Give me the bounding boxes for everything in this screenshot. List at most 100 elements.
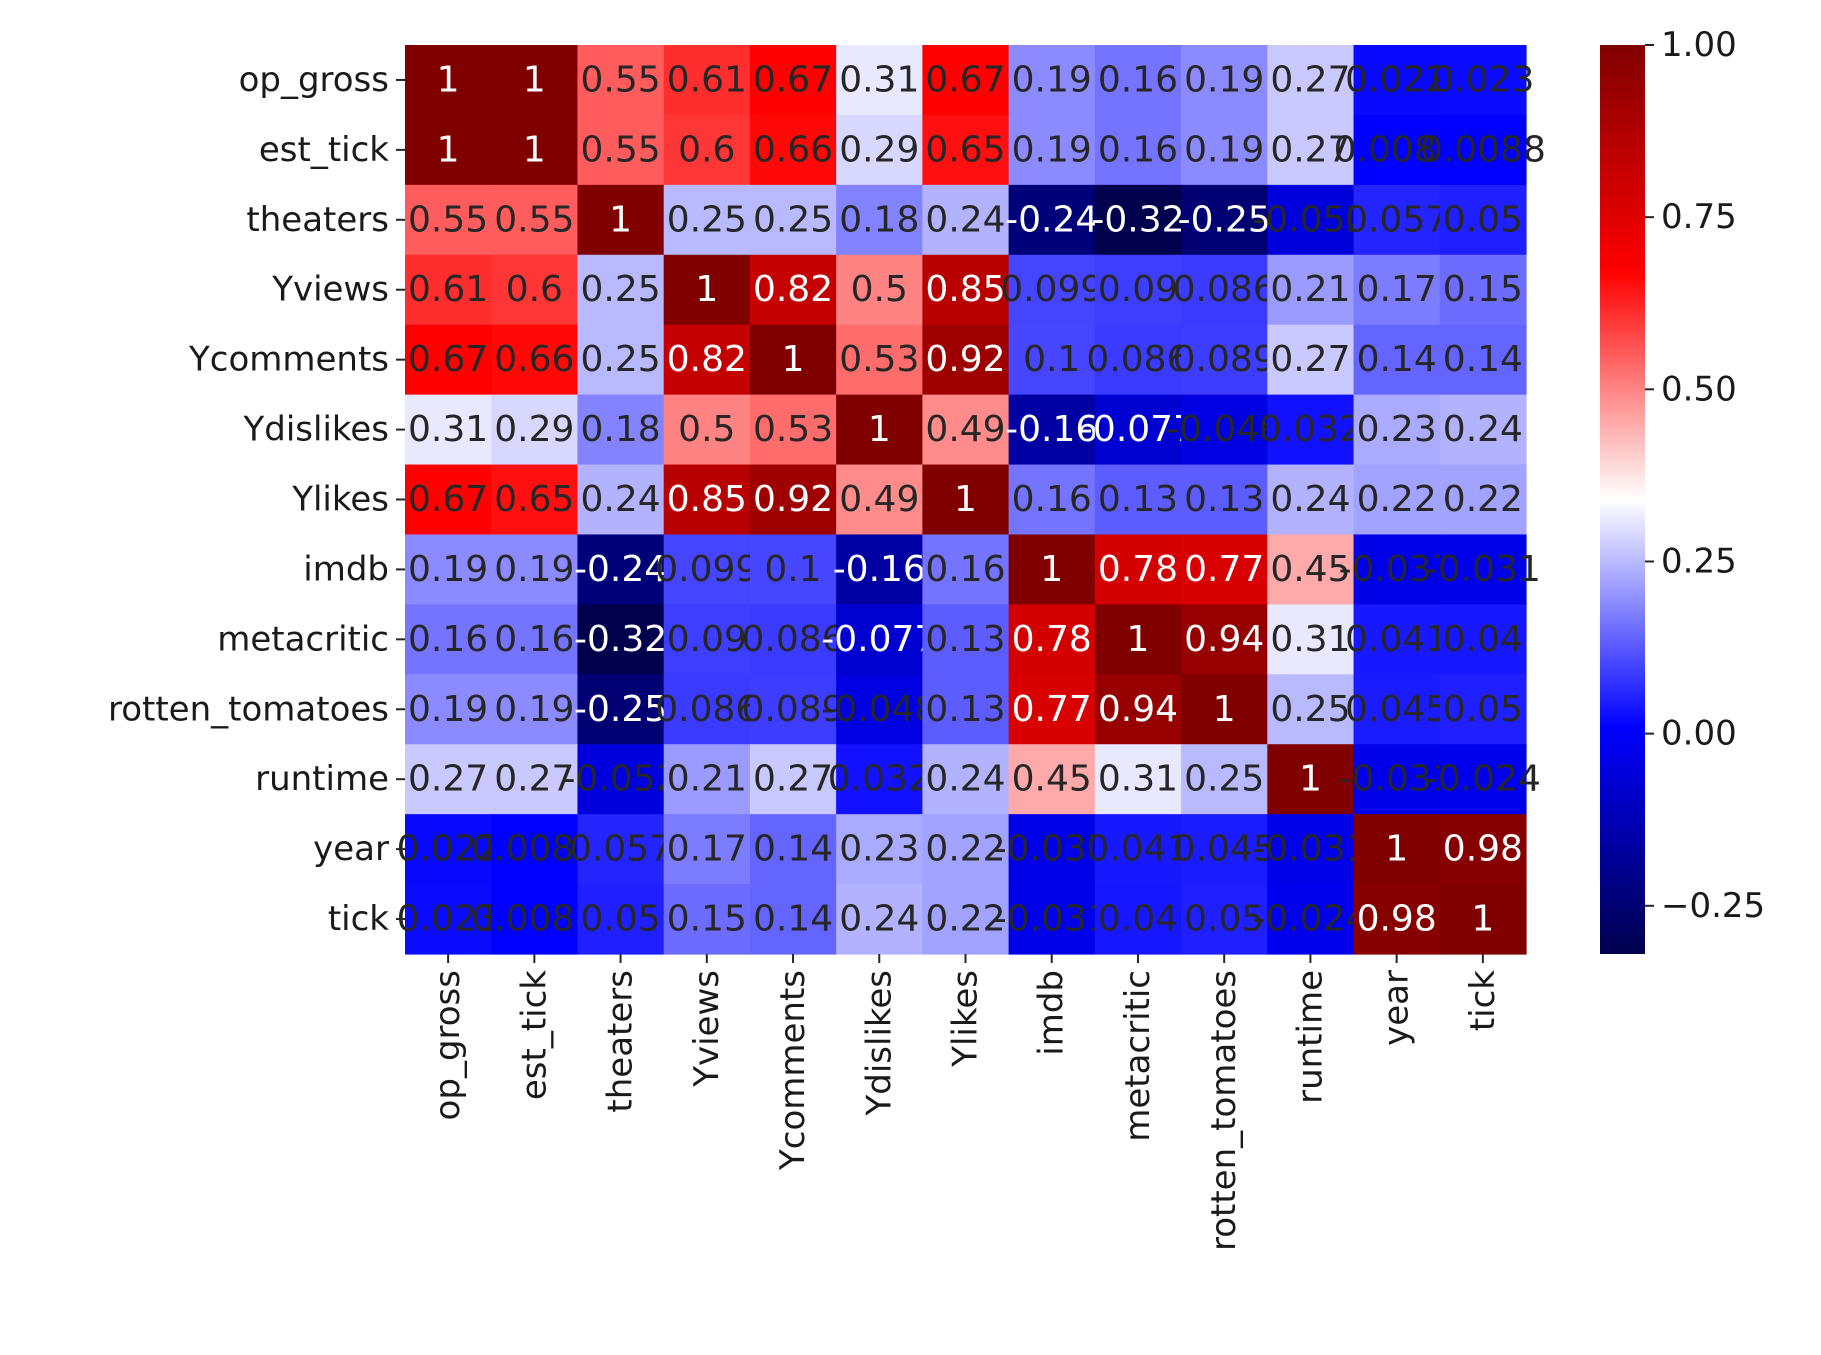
heatmap-cell bbox=[749, 114, 837, 186]
cell-annotation: 0.82 bbox=[753, 269, 833, 310]
heatmap-cell bbox=[749, 534, 837, 605]
cell-annotation: 0.022 bbox=[397, 829, 500, 870]
cell-annotation: 0.15 bbox=[1443, 269, 1523, 310]
heatmap-cell bbox=[922, 604, 1010, 675]
cell-annotation: -0.24 bbox=[1005, 199, 1098, 240]
cell-annotation: 0.023 bbox=[1431, 59, 1534, 100]
cell-annotation: 0.19 bbox=[408, 689, 488, 730]
cell-annotation: 0.25 bbox=[667, 199, 747, 240]
heatmap-cell bbox=[1181, 394, 1268, 466]
heatmap-cell bbox=[1008, 884, 1096, 955]
heatmap-cell bbox=[1267, 114, 1355, 186]
heatmap-cell bbox=[749, 324, 837, 396]
x-tick-label: imdb bbox=[1032, 970, 1072, 1056]
cell-annotation: 0.55 bbox=[581, 129, 661, 170]
cell-annotation: 0.24 bbox=[1270, 479, 1350, 520]
cell-annotation: -0.25 bbox=[574, 689, 667, 730]
heatmap-cell bbox=[1353, 744, 1441, 815]
heatmap-cell bbox=[749, 814, 837, 885]
cell-annotation: -0.031 bbox=[1339, 759, 1455, 800]
heatmap-cell bbox=[491, 604, 579, 675]
cell-annotation: 0.25 bbox=[1270, 689, 1350, 730]
x-tick-label: rotten_tomatoes bbox=[1204, 970, 1244, 1251]
cell-annotation: 0.21 bbox=[1270, 269, 1350, 310]
heatmap-cell bbox=[1181, 254, 1268, 326]
cell-annotation: 0.14 bbox=[753, 899, 833, 940]
heatmap-cell bbox=[577, 464, 665, 536]
heatmap-cell bbox=[577, 744, 665, 815]
cell-annotation: 0.22 bbox=[1443, 479, 1523, 520]
heatmap-cell bbox=[405, 674, 492, 745]
y-tick-label: Ydislikes bbox=[242, 410, 389, 450]
cell-annotation: 0.023 bbox=[397, 899, 500, 940]
heatmap-cell bbox=[663, 324, 751, 396]
heatmap-cell bbox=[1353, 114, 1441, 186]
cell-annotation: 1 bbox=[523, 129, 546, 170]
colorbar: −0.25 0.00 0.25 0.50 0.75 1.00 bbox=[1600, 25, 1765, 954]
heatmap-cell bbox=[491, 254, 579, 326]
heatmap-cell bbox=[1181, 744, 1268, 815]
cell-annotation: 0.086 bbox=[655, 689, 758, 730]
heatmap-cell bbox=[1094, 184, 1182, 256]
heatmap-cell bbox=[577, 674, 665, 745]
heatmap-cell bbox=[1181, 184, 1268, 256]
cell-annotation: 0.77 bbox=[1184, 549, 1264, 590]
cell-annotation: 0.94 bbox=[1184, 619, 1264, 660]
cell-annotation: 0.45 bbox=[1012, 759, 1092, 800]
cell-annotation: 0.05 bbox=[1184, 899, 1264, 940]
heatmap-cell bbox=[663, 814, 751, 885]
cell-annotation: -0.037 bbox=[994, 829, 1110, 870]
heatmap-cell bbox=[577, 45, 665, 116]
cell-annotation: -0.024 bbox=[1425, 759, 1541, 800]
cell-annotation: 0.92 bbox=[753, 479, 833, 520]
cell-annotation: -0.32 bbox=[1091, 199, 1184, 240]
cell-annotation: 0.19 bbox=[1012, 129, 1092, 170]
cell-annotation: 0.27 bbox=[1270, 129, 1350, 170]
cell-annotation: 0.041 bbox=[1086, 829, 1189, 870]
heatmap-cell bbox=[1353, 814, 1441, 885]
cell-annotation: 0.0088 bbox=[471, 829, 597, 870]
y-tick-label: est_tick bbox=[259, 130, 389, 170]
cell-annotation: 0.31 bbox=[839, 59, 919, 100]
heatmap-cell bbox=[836, 884, 923, 955]
heatmap-cell bbox=[577, 884, 665, 955]
cell-annotation: 0.24 bbox=[581, 479, 661, 520]
cell-annotation: -0.32 bbox=[574, 619, 667, 660]
heatmap-cell bbox=[1439, 45, 1527, 116]
heatmap-cell bbox=[577, 324, 665, 396]
heatmap-cell bbox=[1181, 324, 1268, 396]
x-tick-label: Ylikes bbox=[946, 970, 986, 1068]
heatmap-cell bbox=[491, 394, 579, 466]
heatmap-cell bbox=[836, 184, 923, 256]
cell-annotation: 0.24 bbox=[839, 899, 919, 940]
y-tick-label: Ylikes bbox=[291, 480, 389, 520]
cell-annotation: 0.67 bbox=[925, 59, 1005, 100]
cell-annotation: 0.85 bbox=[667, 479, 747, 520]
cell-annotation: 0.19 bbox=[1184, 129, 1264, 170]
heatmap-cell bbox=[1439, 814, 1527, 885]
heatmap-cell bbox=[663, 114, 751, 186]
cell-annotation: 0.55 bbox=[408, 199, 488, 240]
cell-annotation: 0.14 bbox=[1357, 339, 1437, 380]
cell-annotation: 0.04 bbox=[1443, 619, 1523, 660]
y-tick-label: Yviews bbox=[271, 270, 389, 310]
cell-annotation: 0.24 bbox=[925, 199, 1005, 240]
heatmap-cell bbox=[1267, 744, 1355, 815]
cell-annotation: 0.94 bbox=[1098, 689, 1178, 730]
heatmap-cell bbox=[1008, 324, 1096, 396]
cell-annotation: 0.16 bbox=[1098, 59, 1178, 100]
heatmap-cell bbox=[663, 254, 751, 326]
cell-annotation: -0.16 bbox=[833, 549, 926, 590]
heatmap-cell bbox=[1181, 814, 1268, 885]
heatmap-cell bbox=[1267, 184, 1355, 256]
cell-annotation: 0.099 bbox=[1000, 269, 1103, 310]
heatmap-cell bbox=[749, 744, 837, 815]
heatmap-cell bbox=[1181, 884, 1268, 955]
heatmap-cell bbox=[1094, 114, 1182, 186]
heatmap-cell bbox=[1094, 674, 1182, 745]
heatmap-cell bbox=[1267, 534, 1355, 605]
cell-annotation: 0.16 bbox=[1012, 479, 1092, 520]
y-tick-label: tick bbox=[328, 899, 389, 939]
cell-annotation: 0.61 bbox=[667, 59, 747, 100]
